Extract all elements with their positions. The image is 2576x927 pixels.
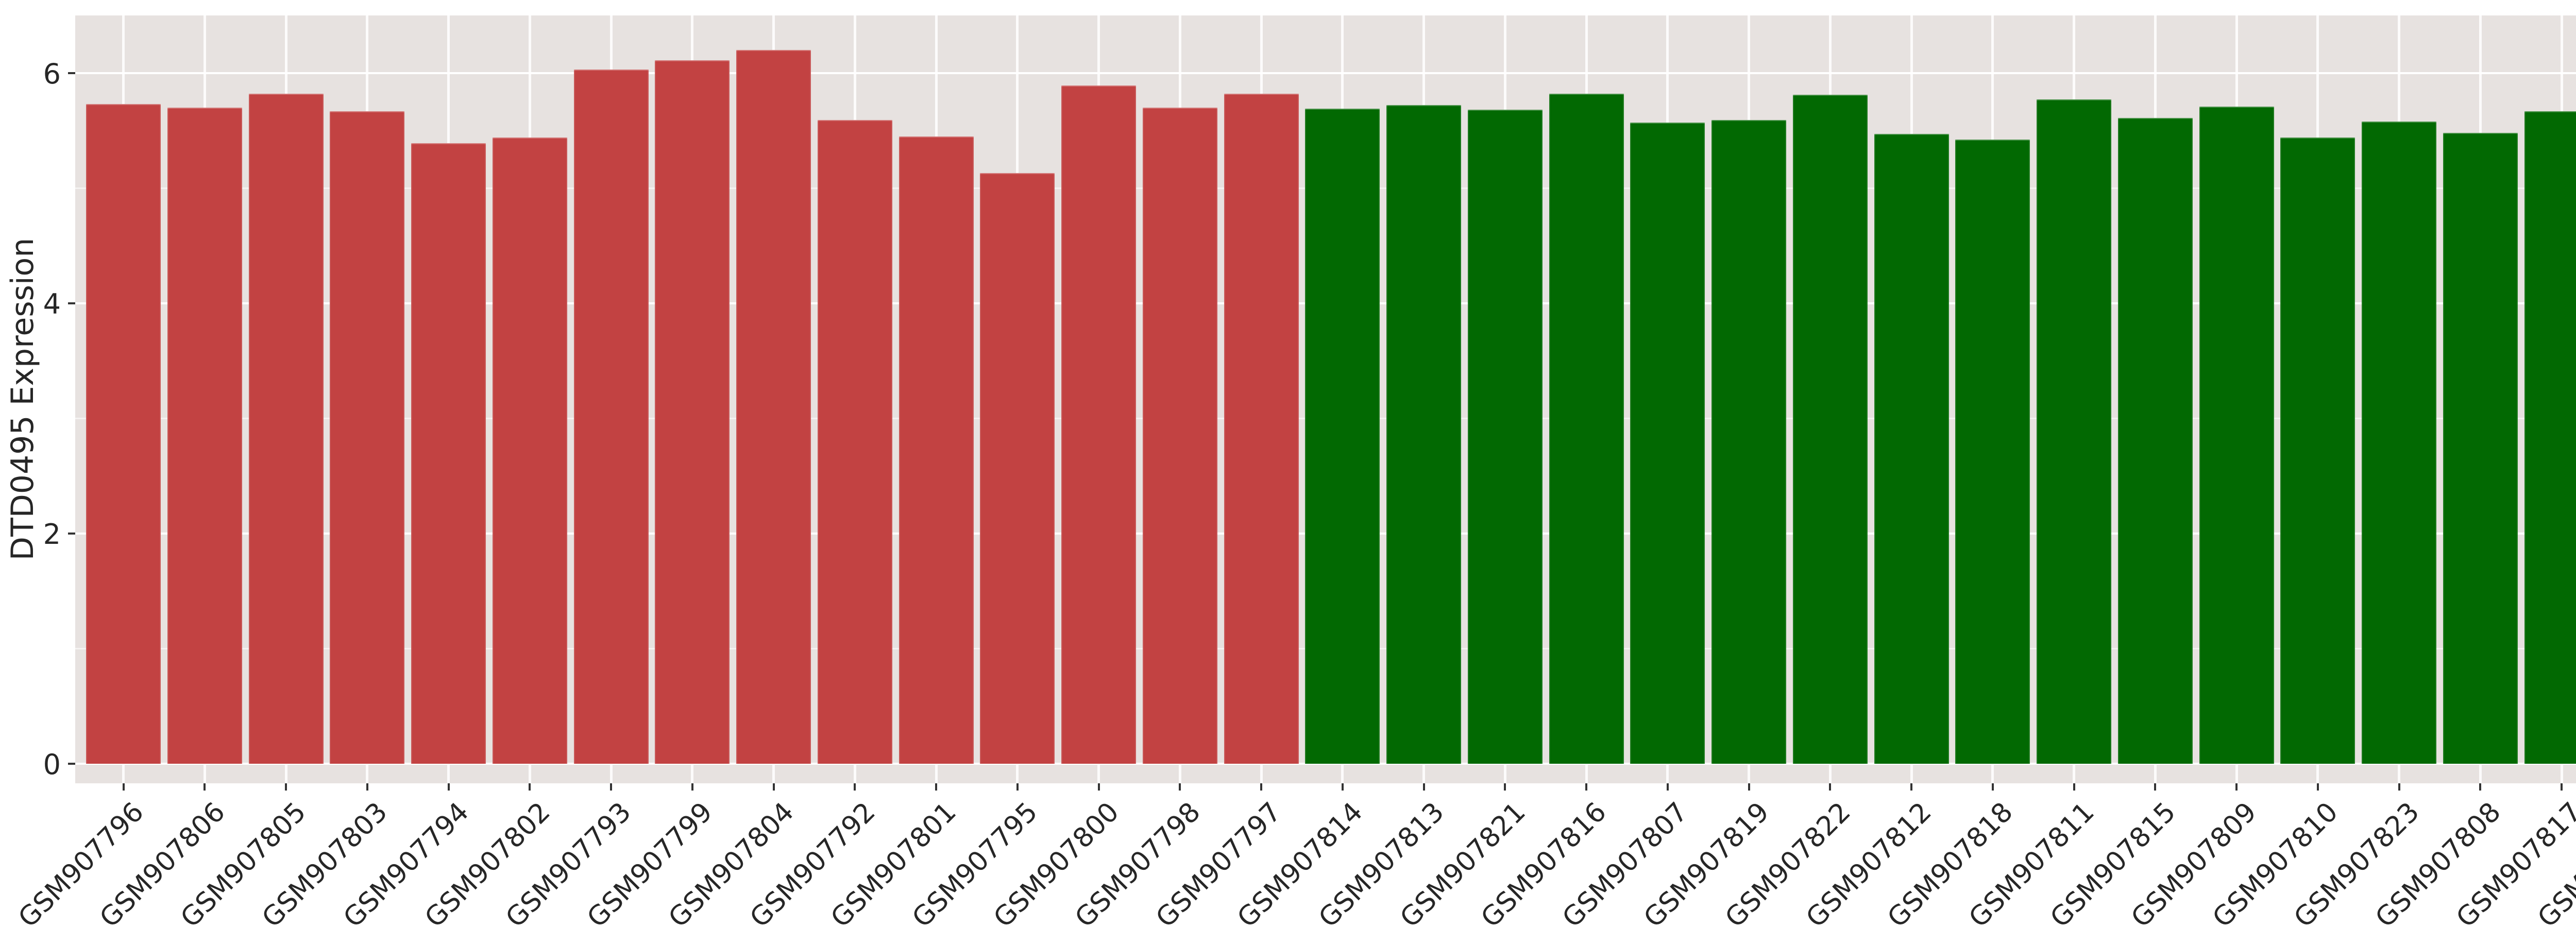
bar-GSM907802 (492, 137, 567, 764)
x-tick-mark (2154, 783, 2157, 791)
bar-GSM907799 (655, 60, 730, 764)
x-tick-mark (447, 783, 450, 791)
plot-panel (75, 15, 2576, 783)
x-tick-mark (1504, 783, 1506, 791)
x-tick-mark (1585, 783, 1587, 791)
bar-GSM907803 (330, 111, 405, 764)
bar-GSM907819 (1711, 120, 1786, 764)
bar-GSM907810 (2280, 137, 2355, 764)
x-tick-mark (854, 783, 856, 791)
y-gridline-major (75, 72, 2576, 74)
x-tick-mark (1260, 783, 1262, 791)
bar-GSM907795 (980, 173, 1055, 764)
bar-GSM907817 (2524, 111, 2576, 764)
bar-GSM907809 (2199, 106, 2274, 764)
bar-GSM907818 (1955, 140, 2030, 764)
bar-GSM907816 (1549, 94, 1624, 764)
bar-GSM907800 (1061, 85, 1136, 764)
bar-GSM907815 (2117, 117, 2193, 764)
x-tick-mark (2073, 783, 2075, 791)
x-tick-mark (1910, 783, 1912, 791)
y-tick-mark (68, 72, 75, 74)
bar-GSM907806 (167, 107, 242, 764)
x-tick-mark (1748, 783, 1750, 791)
x-tick-mark (610, 783, 612, 791)
bar-GSM907804 (736, 50, 811, 764)
bar-GSM907822 (1792, 95, 1868, 764)
bar-GSM907807 (1630, 122, 1705, 764)
bar-GSM907812 (1874, 134, 1949, 764)
x-tick-mark (1829, 783, 1832, 791)
y-tick-mark (68, 532, 75, 535)
bar-GSM907794 (411, 143, 486, 764)
bar-GSM907811 (2037, 99, 2111, 764)
x-tick-mark (1991, 783, 1994, 791)
x-tick-mark (2479, 783, 2482, 791)
x-tick-mark (122, 783, 125, 791)
y-tick-label: 2 (43, 518, 61, 551)
bar-GSM907805 (248, 94, 324, 764)
x-tick-mark (1179, 783, 1181, 791)
x-tick-mark (935, 783, 937, 791)
bar-GSM907793 (573, 70, 649, 764)
y-tick-mark (68, 302, 75, 304)
x-tick-mark (2316, 783, 2319, 791)
x-tick-mark (772, 783, 775, 791)
bar-GSM907813 (1386, 105, 1461, 764)
bar-GSM907814 (1305, 109, 1380, 764)
x-tick-mark (1016, 783, 1019, 791)
bar-GSM907821 (1467, 110, 1543, 764)
y-tick-mark (68, 762, 75, 765)
x-tick-mark (2398, 783, 2400, 791)
x-tick-mark (2561, 783, 2563, 791)
x-tick-mark (1341, 783, 1344, 791)
bar-GSM907808 (2443, 133, 2518, 764)
bar-GSM907823 (2362, 121, 2436, 764)
x-tick-mark (366, 783, 368, 791)
y-axis-title: DTD0495 Expression (5, 237, 41, 561)
bar-GSM907798 (1142, 107, 1217, 764)
x-tick-mark (691, 783, 693, 791)
bar-GSM907801 (899, 136, 974, 764)
bar-GSM907796 (86, 104, 161, 764)
x-tick-mark (285, 783, 287, 791)
x-tick-mark (1666, 783, 1669, 791)
x-tick-mark (2235, 783, 2238, 791)
x-tick-mark (204, 783, 206, 791)
y-tick-label: 0 (43, 748, 61, 781)
x-tick-mark (529, 783, 531, 791)
bar-GSM907797 (1224, 94, 1299, 764)
x-tick-mark (1097, 783, 1100, 791)
y-tick-label: 6 (43, 57, 61, 90)
bar-GSM907792 (817, 120, 892, 764)
x-tick-mark (1422, 783, 1425, 791)
y-tick-label: 4 (43, 287, 61, 320)
